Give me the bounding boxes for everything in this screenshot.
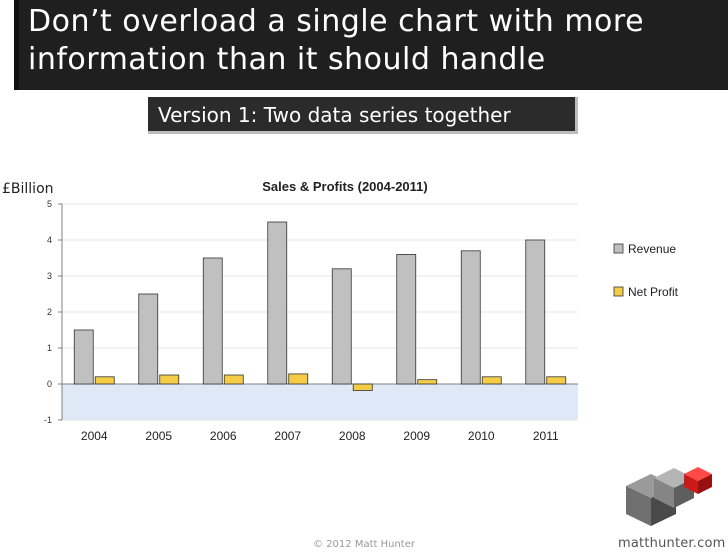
- legend-swatch: [613, 286, 624, 297]
- net-profit-bar: [352, 383, 373, 391]
- legend-swatch: [613, 243, 624, 254]
- y-tick-label: 0: [47, 379, 52, 389]
- revenue-bar: [396, 254, 417, 385]
- y-tick-label: 1: [47, 343, 52, 353]
- y-tick-label: 3: [47, 271, 52, 281]
- revenue-bar: [138, 293, 159, 385]
- revenue-bar: [267, 221, 288, 385]
- brand-name: matthunter.com: [618, 536, 726, 551]
- revenue-bar: [331, 268, 352, 385]
- title-band: Don’t overload a single chart with more …: [14, 0, 728, 90]
- slide-subtitle: Version 1: Two data series together: [148, 97, 578, 134]
- x-tick-label: 2006: [210, 429, 237, 443]
- sales-profits-chart: 5 4 3 2 1 0 -1 Sales & Profits (2004-2011) £Bill…: [2, 179, 679, 443]
- legend-label: Revenue: [628, 242, 676, 256]
- y-tick-label: 2: [47, 307, 52, 317]
- revenue-bar: [460, 250, 481, 385]
- net-profit-bar: [481, 376, 502, 385]
- net-profit-bar: [159, 374, 180, 385]
- y-tick-label: -1: [44, 415, 52, 425]
- footer-copyright: © 2012 Matt Hunter: [313, 539, 415, 550]
- legend-label: Net Profit: [628, 285, 679, 299]
- revenue-bar: [202, 257, 223, 385]
- net-profit-bar: [288, 373, 309, 385]
- y-tick-label: 4: [47, 235, 52, 245]
- revenue-bar: [525, 239, 546, 385]
- revenue-bar: [73, 329, 94, 385]
- x-tick-label: 2004: [81, 429, 108, 443]
- cube-logo-icon: [626, 467, 712, 526]
- slide-title-line-2: information than it should handle: [28, 42, 546, 77]
- negative-band: [62, 384, 578, 420]
- y-axis-label: £Billion: [2, 181, 54, 197]
- net-profit-bar: [546, 376, 567, 385]
- net-profit-bar: [223, 374, 244, 385]
- x-tick-label: 2009: [403, 429, 430, 443]
- net-profit-bar: [417, 379, 438, 385]
- y-tick-label: 5: [47, 199, 52, 209]
- x-tick-label: 2007: [274, 429, 301, 443]
- x-tick-label: 2005: [145, 429, 172, 443]
- x-tick-label: 2008: [339, 429, 366, 443]
- title-accent: [14, 0, 19, 90]
- slide-title-line-1: Don’t overload a single chart with more: [28, 4, 645, 39]
- x-tick-label: 2010: [468, 429, 495, 443]
- net-profit-bar: [94, 376, 115, 385]
- chart-title: Sales & Profits (2004-2011): [262, 179, 427, 194]
- x-tick-label: 2011: [533, 429, 559, 443]
